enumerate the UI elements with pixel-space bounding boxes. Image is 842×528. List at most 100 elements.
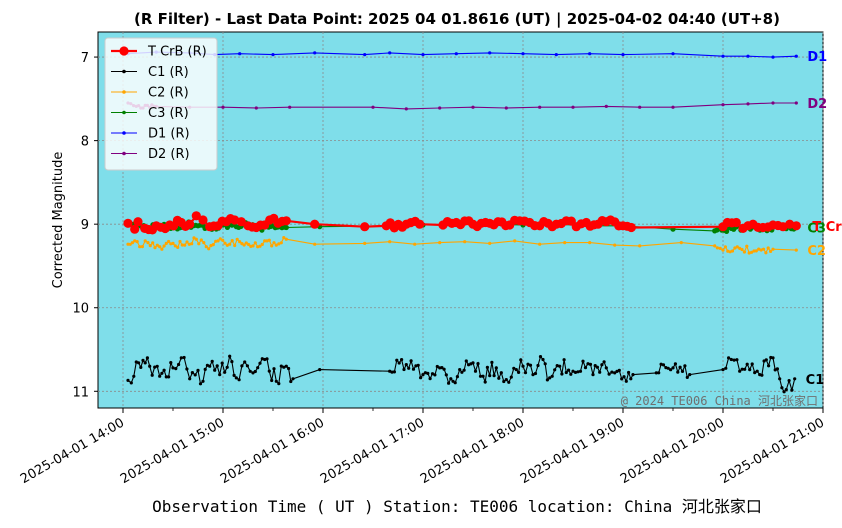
data-point [279, 241, 283, 245]
legend-item: D2 (R) [111, 147, 190, 162]
y-tick-label: 10 [72, 302, 89, 317]
data-point [671, 366, 675, 370]
data-point [622, 375, 626, 379]
series-end-label: T CrB [812, 220, 842, 235]
data-point [318, 368, 322, 372]
data-point [218, 237, 222, 241]
data-point [430, 372, 435, 376]
data-point [228, 242, 232, 246]
data-point [233, 243, 237, 248]
data-point [438, 106, 442, 110]
data-point [390, 370, 394, 374]
data-point [137, 361, 141, 365]
data-point [488, 51, 492, 55]
data-point [171, 366, 175, 370]
data-point [771, 247, 775, 251]
data-point [488, 374, 492, 378]
data-point [543, 362, 547, 366]
data-point [185, 367, 189, 371]
data-point [198, 215, 208, 225]
data-point [654, 371, 658, 375]
data-point [750, 250, 754, 254]
data-point [185, 219, 195, 229]
data-point [676, 370, 680, 374]
data-point [680, 369, 685, 373]
data-point [567, 368, 571, 372]
y-tick-label: 11 [72, 385, 89, 400]
data-point [251, 371, 255, 375]
data-point [688, 373, 692, 377]
data-point [207, 247, 211, 251]
data-point [494, 366, 498, 370]
data-point [742, 250, 747, 254]
legend-item: T CrB (R) [111, 45, 207, 60]
data-point [153, 365, 157, 369]
data-point [128, 242, 132, 246]
data-point [313, 51, 317, 55]
data-point [780, 386, 784, 390]
data-point [581, 359, 585, 363]
legend-swatch-marker [122, 151, 126, 156]
data-point [277, 382, 281, 386]
data-point [283, 224, 289, 231]
data-point [607, 372, 611, 376]
data-point [610, 370, 614, 374]
data-point [208, 364, 212, 368]
data-point [407, 366, 411, 370]
data-point [284, 364, 288, 368]
data-point [187, 242, 191, 246]
data-point [288, 105, 292, 109]
data-point [588, 52, 592, 56]
data-point [160, 247, 164, 251]
data-point [569, 372, 573, 376]
data-point [158, 245, 162, 249]
data-point [793, 377, 797, 381]
data-point [126, 378, 130, 382]
data-point [490, 360, 494, 364]
data-point [310, 219, 320, 229]
data-point [624, 379, 628, 383]
data-point [190, 242, 194, 246]
data-point [593, 364, 597, 368]
data-point [735, 245, 739, 249]
data-point [576, 370, 580, 374]
data-point [521, 364, 525, 368]
x-tick-label: 2025-04-01 17:00 [318, 415, 427, 487]
data-point [673, 362, 678, 366]
data-point [243, 360, 247, 364]
x-tick-label: 2025-04-01 16:00 [218, 415, 327, 487]
data-point [404, 363, 408, 367]
data-point [748, 368, 752, 372]
data-point [492, 374, 496, 378]
data-point [281, 216, 291, 226]
data-point [190, 371, 194, 375]
data-point [253, 241, 257, 245]
data-point [210, 359, 214, 363]
data-point [721, 54, 725, 58]
data-point [538, 242, 542, 246]
data-point [411, 367, 416, 371]
data-point [251, 244, 255, 248]
data-point [732, 358, 736, 362]
y-tick-label: 9 [81, 218, 89, 233]
data-point [123, 218, 133, 228]
data-point [746, 102, 750, 106]
legend-swatch-marker [122, 110, 126, 115]
data-point [416, 363, 420, 367]
data-point [538, 355, 543, 359]
data-point [272, 367, 276, 371]
data-point [282, 365, 286, 369]
data-point [571, 105, 575, 109]
data-point [258, 361, 262, 365]
data-point [371, 105, 375, 109]
watermark: @ 2024 TE006 China 河北张家口 [621, 393, 818, 408]
data-point [571, 369, 575, 373]
data-point [162, 368, 166, 372]
legend-swatch-marker [122, 69, 126, 74]
data-point [754, 249, 758, 253]
data-point [242, 243, 246, 247]
data-point [413, 242, 417, 246]
data-point [150, 373, 154, 377]
data-point [613, 371, 617, 375]
